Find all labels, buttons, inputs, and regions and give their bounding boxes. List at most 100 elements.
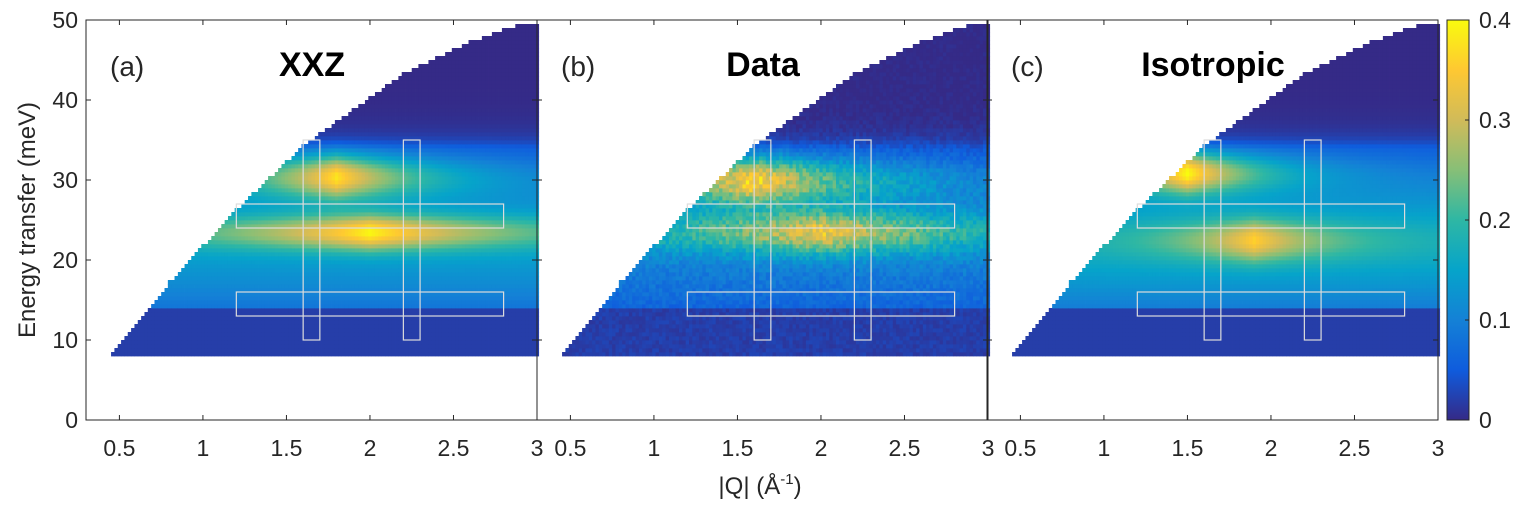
heatmap-cell: [428, 120, 433, 125]
heatmap-cell: [298, 304, 302, 309]
heatmap-cell: [385, 232, 389, 237]
heatmap-cell: [214, 352, 219, 357]
heatmap-cell: [354, 244, 359, 249]
heatmap-cell: [421, 228, 426, 233]
heatmap-cell: [177, 316, 182, 321]
heatmap-cell: [164, 304, 169, 309]
heatmap-cell: [258, 188, 262, 193]
heatmap-cell: [291, 248, 296, 253]
heatmap-cell: [328, 136, 332, 141]
heatmap-cell: [468, 328, 473, 333]
heatmap-cell: [261, 280, 266, 285]
heatmap-cell: [314, 252, 319, 257]
heatmap-cell: [461, 232, 466, 237]
heatmap-cell: [278, 332, 282, 337]
heatmap-cell: [174, 288, 179, 293]
heatmap-cell: [391, 324, 396, 329]
heatmap-cell: [461, 192, 466, 197]
heatmap-cell: [271, 276, 276, 281]
heatmap-cell: [238, 212, 242, 217]
heatmap-cell: [435, 328, 439, 333]
heatmap-cell: [445, 208, 449, 213]
heatmap-cell: [401, 112, 406, 117]
heatmap-cell: [421, 184, 426, 189]
heatmap-cell: [438, 352, 443, 357]
heatmap-cell: [344, 136, 349, 141]
heatmap-cell: [465, 352, 469, 357]
heatmap-cell: [331, 144, 336, 149]
heatmap-cell: [241, 212, 246, 217]
heatmap-cell: [134, 324, 139, 329]
heatmap-cell: [361, 272, 366, 277]
heatmap-cell: [217, 264, 222, 269]
heatmap-cell: [324, 232, 329, 237]
heatmap-cell: [388, 96, 393, 101]
heatmap-cell: [274, 216, 279, 221]
heatmap-cell: [381, 172, 386, 177]
heatmap-cell: [341, 132, 346, 137]
heatmap-cell: [381, 192, 386, 197]
heatmap-cell: [421, 156, 426, 161]
heatmap-cell: [428, 160, 433, 165]
heatmap-cell: [248, 216, 252, 221]
heatmap-cell: [411, 216, 416, 221]
heatmap-cell: [294, 296, 299, 301]
heatmap-cell: [187, 308, 192, 313]
heatmap-cell: [338, 296, 342, 301]
heatmap-cell: [465, 132, 469, 137]
heatmap-cell: [294, 152, 299, 157]
heatmap-cell: [455, 64, 459, 69]
heatmap-cell: [288, 188, 292, 193]
heatmap-cell: [415, 212, 419, 217]
heatmap-cell: [398, 80, 403, 85]
heatmap-cell: [448, 304, 453, 309]
heatmap-cell: [415, 348, 419, 353]
heatmap-cell: [284, 296, 289, 301]
heatmap-cell: [308, 152, 312, 157]
heatmap-cell: [455, 240, 459, 245]
heatmap-cell: [321, 284, 326, 289]
heatmap-cell: [321, 228, 326, 233]
heatmap-cell: [324, 320, 329, 325]
heatmap-cell: [465, 56, 469, 61]
heatmap-cell: [455, 316, 459, 321]
heatmap-cell: [264, 208, 269, 213]
heatmap-cell: [334, 300, 339, 305]
heatmap-cell: [281, 264, 286, 269]
heatmap-cell: [194, 304, 199, 309]
heatmap-cell: [191, 308, 195, 313]
heatmap-cell: [331, 188, 336, 193]
heatmap-cell: [344, 244, 349, 249]
heatmap-cell: [425, 296, 429, 301]
heatmap-cell: [328, 256, 332, 261]
heatmap-cell: [431, 84, 436, 89]
heatmap-cell: [288, 240, 292, 245]
heatmap-cell: [358, 148, 363, 153]
heatmap-cell: [344, 116, 349, 121]
heatmap-cell: [441, 252, 446, 257]
heatmap-cell: [465, 96, 469, 101]
heatmap-cell: [381, 220, 386, 225]
heatmap-cell: [371, 256, 376, 261]
heatmap-cell: [258, 324, 262, 329]
heatmap-cell: [415, 324, 419, 329]
heatmap-cell: [184, 308, 189, 313]
heatmap-cell: [284, 240, 289, 245]
heatmap-cell: [211, 340, 216, 345]
heatmap-cell: [468, 76, 473, 81]
heatmap-cell: [461, 328, 466, 333]
heatmap-cell: [435, 316, 439, 321]
heatmap-cell: [451, 324, 456, 329]
heatmap-cell: [341, 332, 346, 337]
heatmap-cell: [411, 212, 416, 217]
heatmap-cell: [398, 244, 403, 249]
heatmap-cell: [298, 196, 302, 201]
heatmap-cell: [451, 192, 456, 197]
heatmap-cell: [471, 352, 476, 357]
heatmap-cell: [398, 164, 403, 169]
heatmap-cell: [254, 212, 259, 217]
heatmap-cell: [371, 344, 376, 349]
heatmap-cell: [371, 196, 376, 201]
heatmap-cell: [224, 228, 229, 233]
heatmap-cell: [431, 256, 436, 261]
